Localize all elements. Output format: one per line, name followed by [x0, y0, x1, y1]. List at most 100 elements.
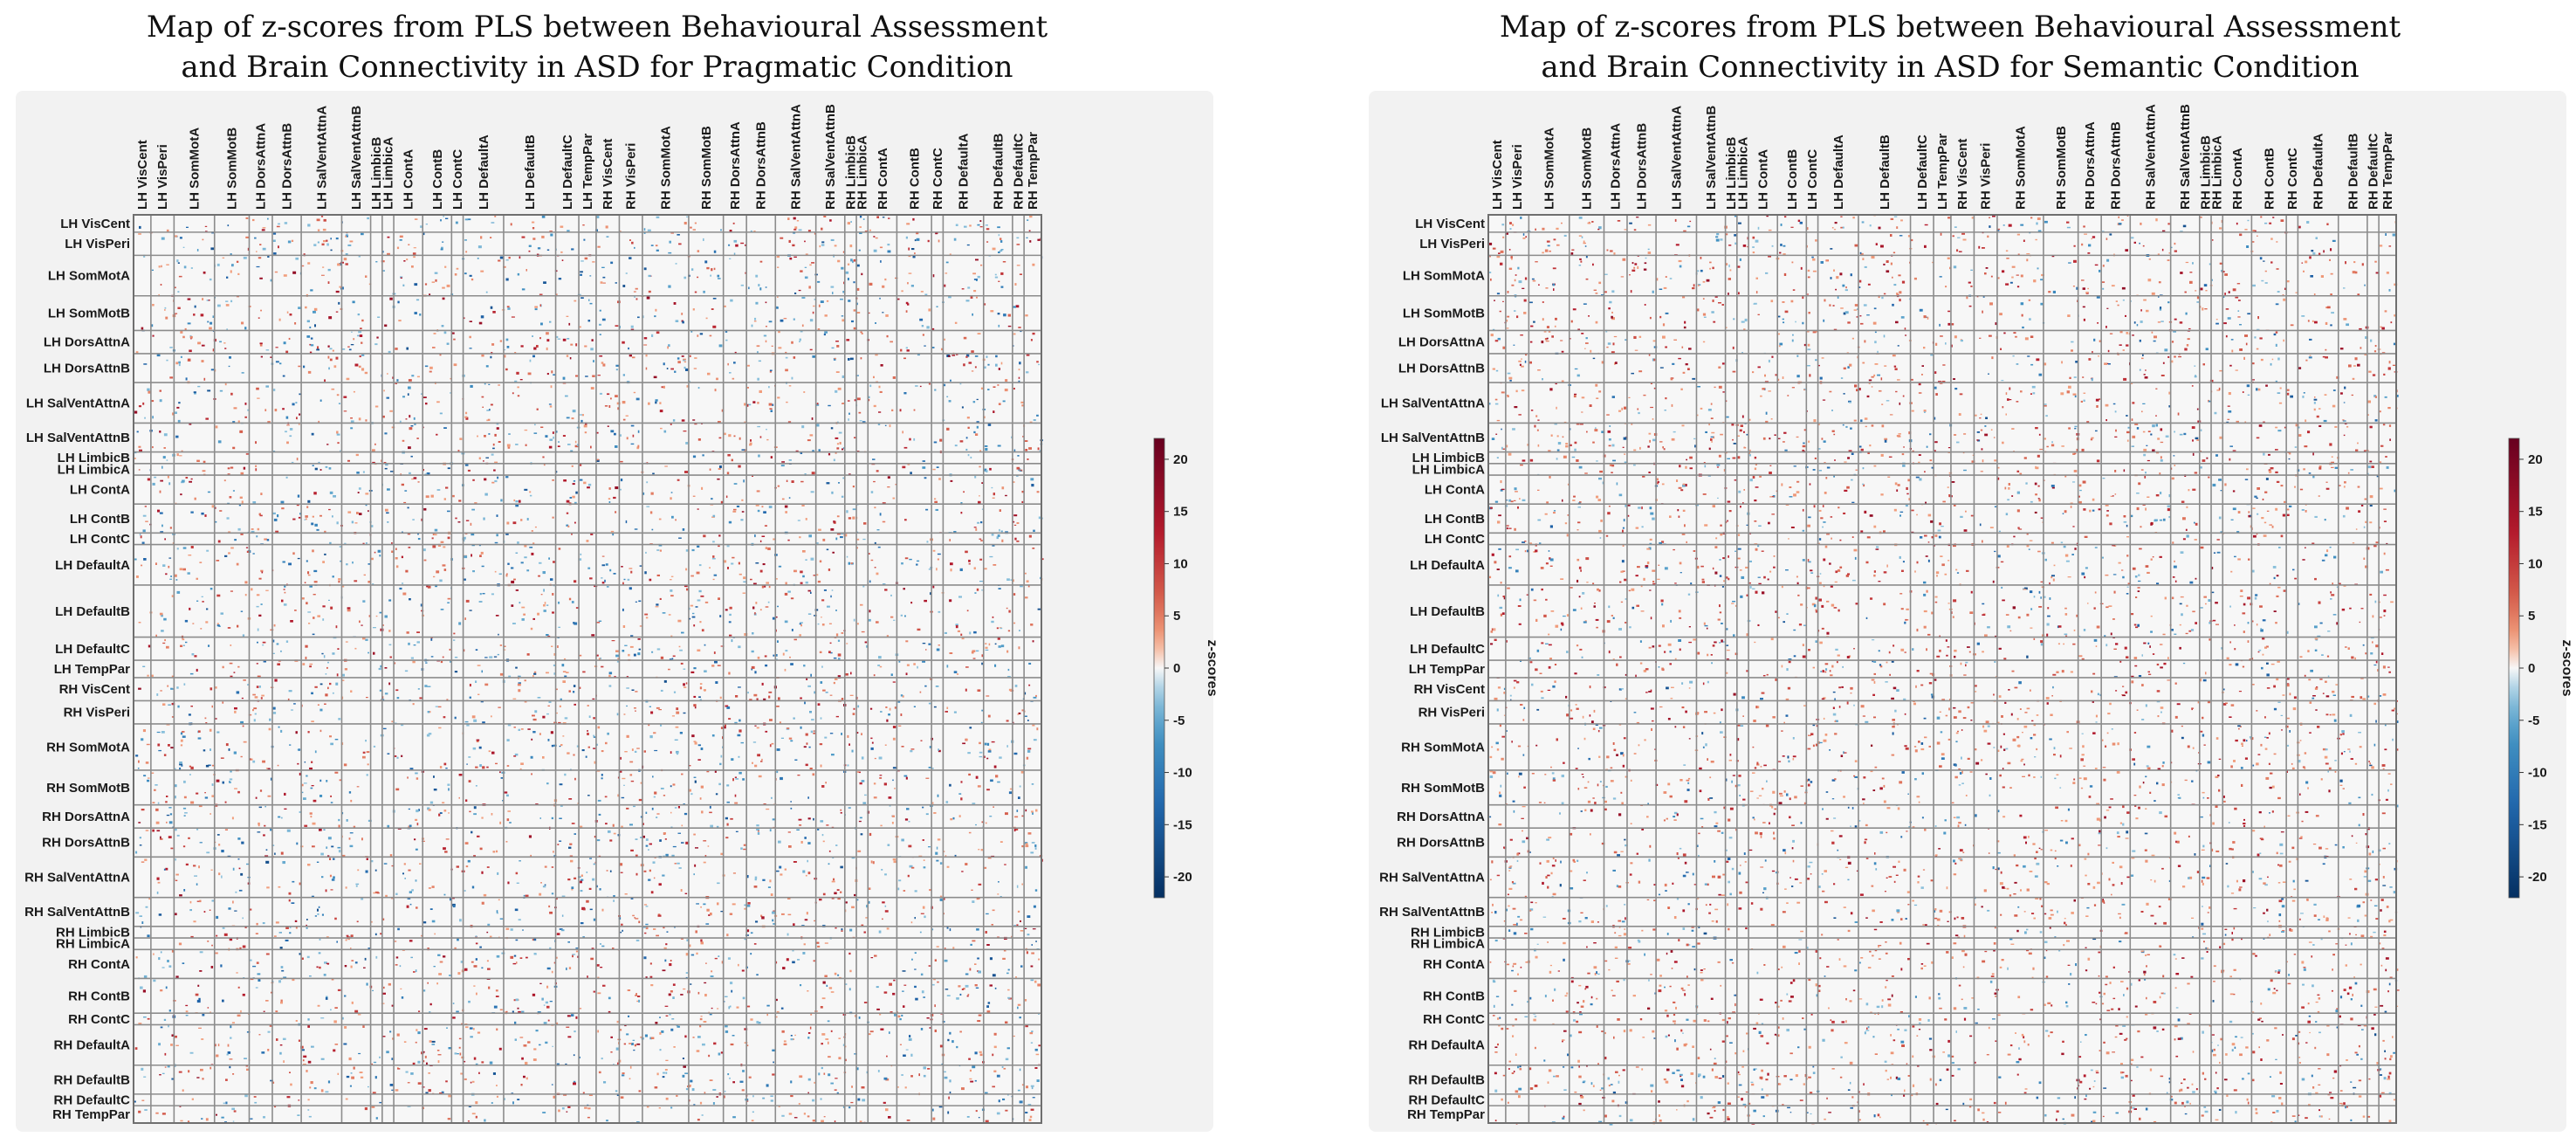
matrix-cell	[967, 286, 971, 289]
matrix-cell	[920, 291, 924, 293]
matrix-cell	[511, 567, 514, 569]
matrix-cell	[327, 661, 329, 664]
matrix-cell	[597, 375, 601, 376]
matrix-cell	[593, 918, 596, 921]
matrix-cell	[667, 346, 669, 349]
matrix-cell	[254, 1101, 258, 1104]
matrix-cell	[521, 606, 526, 609]
matrix-cell	[744, 421, 747, 424]
column-label: LH SomMotA	[188, 127, 203, 210]
matrix-cell	[549, 320, 552, 323]
matrix-cell	[274, 271, 278, 273]
matrix-cell	[680, 662, 683, 665]
matrix-cell	[177, 705, 180, 708]
matrix-cell	[478, 321, 483, 325]
matrix-cell	[288, 562, 292, 566]
matrix-cell	[240, 533, 244, 535]
matrix-cell	[1030, 851, 1034, 854]
matrix-cell	[634, 750, 637, 753]
matrix-cell	[910, 285, 914, 287]
matrix-cell	[773, 1061, 774, 1064]
matrix-cell	[817, 945, 821, 948]
matrix-cell	[903, 392, 907, 395]
matrix-cell	[1021, 491, 1025, 493]
matrix-cell	[488, 986, 491, 989]
matrix-cell	[817, 280, 821, 283]
matrix-cell	[654, 315, 656, 318]
matrix-cell	[527, 372, 532, 376]
matrix-cell	[986, 789, 990, 791]
matrix-cell	[933, 706, 937, 708]
matrix-cell	[586, 899, 589, 903]
matrix-cell	[294, 920, 298, 922]
matrix-cell	[989, 984, 993, 987]
matrix-cell	[1015, 976, 1017, 978]
matrix-cell	[659, 839, 662, 842]
matrix-cell	[1034, 847, 1037, 850]
matrix-cell	[238, 504, 241, 507]
matrix-cell	[329, 858, 332, 860]
matrix-cell	[949, 1091, 951, 1094]
column-label: RH VisCent	[601, 139, 615, 210]
matrix-cell	[242, 917, 244, 920]
matrix-cell	[1014, 537, 1017, 541]
matrix-cell	[606, 586, 609, 588]
matrix-cell	[657, 914, 662, 917]
matrix-cell	[367, 217, 369, 220]
matrix-cell	[309, 812, 313, 815]
matrix-cell	[622, 777, 626, 780]
matrix-cell	[645, 923, 649, 926]
matrix-cell	[1030, 979, 1034, 982]
matrix-cell	[959, 440, 964, 443]
matrix-cell	[883, 583, 886, 585]
matrix-cell	[589, 275, 592, 277]
matrix-cell	[1001, 1066, 1004, 1068]
matrix-cell	[755, 562, 759, 564]
matrix-cell	[584, 257, 588, 260]
matrix-cell	[181, 764, 183, 767]
matrix-cell	[196, 900, 200, 902]
matrix-cell	[906, 664, 910, 666]
matrix-cell	[711, 498, 713, 500]
matrix-cell	[528, 835, 532, 838]
matrix-cell	[696, 571, 700, 575]
matrix-cell	[679, 732, 683, 734]
matrix-cell	[1012, 481, 1015, 483]
matrix-cell	[305, 644, 308, 648]
matrix-cell	[561, 664, 565, 667]
matrix-cell	[773, 538, 775, 541]
matrix-cell	[313, 569, 318, 573]
matrix-cell	[701, 1114, 704, 1116]
matrix-cell	[980, 387, 984, 389]
matrix-cell	[887, 476, 890, 479]
matrix-cell	[821, 785, 825, 788]
matrix-cell	[216, 731, 220, 734]
matrix-cell	[629, 761, 634, 763]
matrix-cell	[1017, 1006, 1019, 1010]
matrix-cell	[946, 706, 949, 709]
matrix-cell	[909, 558, 912, 561]
column-label: RH LimbicB	[843, 135, 858, 210]
matrix-cell	[210, 588, 213, 590]
column-label: LH SalVentAttnB	[349, 106, 364, 210]
matrix-cell	[834, 972, 837, 975]
matrix-cell	[575, 1016, 578, 1019]
matrix-cell	[854, 399, 857, 402]
matrix-cell	[742, 1070, 745, 1072]
matrix-cell	[244, 1058, 247, 1059]
matrix-cell	[494, 461, 498, 465]
matrix-cell	[893, 979, 896, 982]
matrix-cell	[630, 570, 633, 574]
matrix-cell	[886, 635, 889, 637]
matrix-cell	[210, 966, 214, 968]
matrix-cell	[341, 348, 346, 350]
matrix-cell	[429, 293, 431, 296]
matrix-cell	[704, 1092, 706, 1094]
matrix-cell	[731, 639, 733, 643]
matrix-cell	[322, 605, 326, 608]
matrix-cell	[957, 630, 960, 632]
matrix-cell	[187, 322, 191, 325]
matrix-cell	[349, 832, 354, 834]
matrix-cell	[347, 607, 351, 610]
matrix-cell	[568, 690, 571, 693]
